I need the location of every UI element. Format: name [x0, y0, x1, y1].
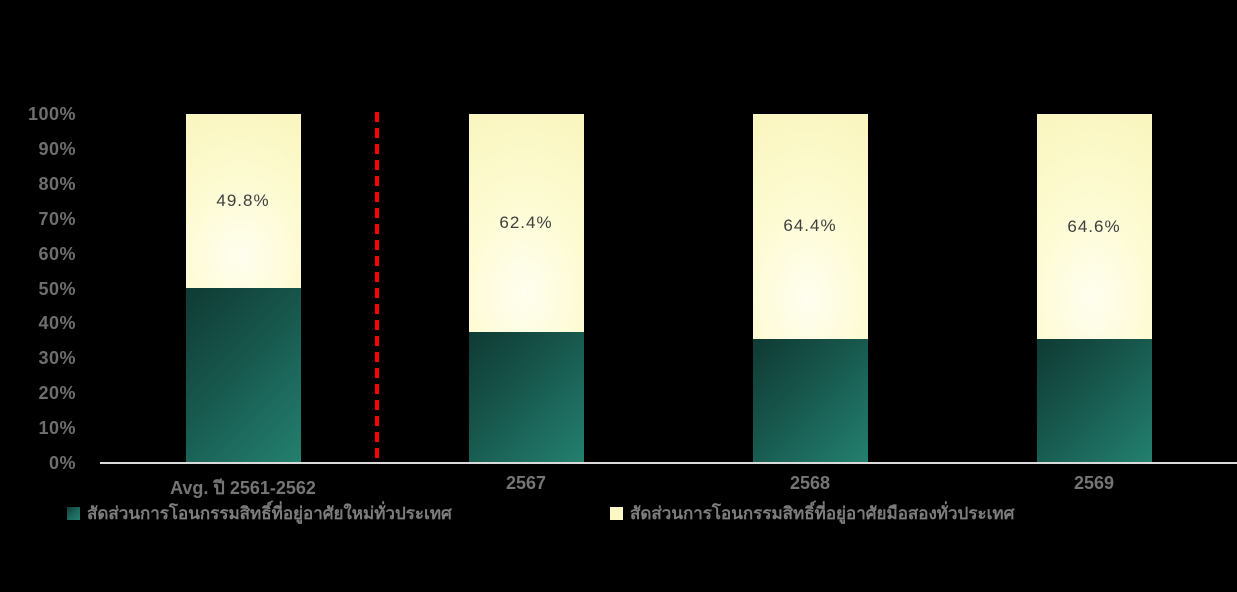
data-label: 62.4%	[499, 212, 553, 232]
y-tick-label: 90%	[38, 138, 76, 159]
data-label: 49.8%	[216, 190, 270, 210]
bar-segment-resale-homes: 49.8%	[185, 114, 301, 288]
legend-label-new-homes: สัดส่วนการโอนกรรมสิทธิ์ที่อยู่อาศัยใหม่ท…	[87, 504, 452, 523]
x-axis-line	[100, 462, 1237, 464]
bar-segment-resale-homes: 64.6%	[1036, 114, 1152, 340]
data-label: 64.4%	[783, 216, 837, 236]
legend-swatch-resale-homes-icon	[610, 507, 623, 520]
bar-segment-resale-homes: 62.4%	[468, 114, 584, 332]
bar-segment-new-homes	[752, 338, 868, 463]
y-tick-label: 60%	[38, 243, 76, 264]
legend-swatch-new-homes-icon	[67, 507, 80, 520]
bar-segment-resale-homes: 64.4%	[752, 114, 868, 339]
legend-item-new-homes: สัดส่วนการโอนกรรมสิทธิ์ที่อยู่อาศัยใหม่ท…	[67, 500, 452, 527]
y-tick-label: 20%	[38, 383, 76, 404]
bar-segment-new-homes	[185, 287, 301, 463]
y-tick-label: 40%	[38, 313, 76, 334]
y-tick-label: 0%	[48, 453, 76, 473]
legend-item-resale-homes: สัดส่วนการโอนกรรมสิทธิ์ที่อยู่อาศัยมือสอ…	[610, 500, 1014, 527]
x-axis-category-label: 2567	[505, 473, 547, 493]
bar-segment-new-homes	[468, 331, 584, 463]
x-axis-category-label: 2568	[789, 473, 831, 493]
y-tick-label: 30%	[38, 348, 76, 369]
data-label: 64.6%	[1067, 216, 1121, 236]
x-axis-category-label: 2569	[1073, 473, 1115, 493]
bar-segment-new-homes	[1036, 339, 1152, 463]
legend-label-resale-homes: สัดส่วนการโอนกรรมสิทธิ์ที่อยู่อาศัยมือสอ…	[630, 504, 1015, 523]
y-tick-label: 100%	[27, 104, 76, 124]
y-tick-label: 70%	[38, 208, 76, 229]
y-tick-label: 50%	[38, 278, 76, 299]
y-tick-label: 10%	[38, 418, 76, 439]
y-tick-label: 80%	[38, 173, 76, 194]
red-dashed-divider-line	[375, 112, 379, 463]
x-axis-category-label: Avg. ปี 2561-2562	[170, 478, 316, 498]
